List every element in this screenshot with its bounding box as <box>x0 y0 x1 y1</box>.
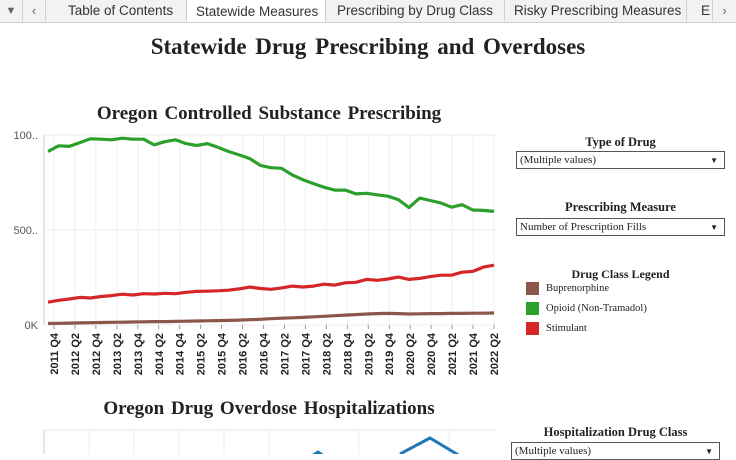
prescribing-measure-value: Number of Prescription Fills <box>520 221 647 233</box>
x-tick-label: 2022 Q2 <box>489 333 501 375</box>
x-tick-label: 2020 Q4 <box>426 332 438 375</box>
chart1-title: Oregon Controlled Substance Prescribing <box>96 103 442 124</box>
x-tick-label: 2017 Q2 <box>279 333 291 375</box>
caret-down-icon: ▼ <box>705 447 713 456</box>
legend-swatch <box>526 322 539 335</box>
series-line-buprenorphine <box>47 311 495 326</box>
series-line-stimulant <box>47 263 495 304</box>
y-tick-label: 0K <box>25 320 39 332</box>
y-tick-label: 500.. <box>14 225 38 237</box>
legend-label: Buprenorphine <box>546 283 609 294</box>
series-line-partial <box>399 436 460 454</box>
type-of-drug-dropdown[interactable]: (Multiple values) ▼ <box>516 151 725 169</box>
chevron-right-icon: › <box>722 3 727 18</box>
x-tick-label: 2021 Q4 <box>468 332 480 375</box>
legend-label: Stimulant <box>546 323 587 334</box>
tab-menu-button[interactable]: ▼ <box>0 0 23 21</box>
chevron-down-icon: ▼ <box>5 4 17 17</box>
x-tick-label: 2016 Q2 <box>238 333 250 375</box>
tab-bar: ▼ ‹ Table of Contents Statewide Measures… <box>0 0 736 23</box>
hospitalization-drug-class-label: Hospitalization Drug Class <box>543 425 688 439</box>
x-tick-label: 2017 Q4 <box>300 332 312 375</box>
x-tick-label: 2014 Q2 <box>154 333 166 375</box>
series-line-opioid-non-tramadol <box>47 136 495 213</box>
legend-swatch <box>526 282 539 295</box>
legend-item-opioid[interactable]: Opioid (Non-Tramadol) <box>526 302 647 315</box>
legend-item-stimulant[interactable]: Stimulant <box>526 322 587 335</box>
tab-risky-prescribing-measures[interactable]: Risky Prescribing Measures <box>505 0 687 21</box>
x-tick-label: 2018 Q4 <box>342 332 354 375</box>
prescribing-measure-dropdown[interactable]: Number of Prescription Fills ▼ <box>516 218 725 236</box>
x-tick-label: 2011 Q4 <box>49 332 61 374</box>
x-tick-label: 2014 Q4 <box>175 332 187 375</box>
hospitalization-drug-class-dropdown[interactable]: (Multiple values) ▼ <box>511 442 720 460</box>
x-tick-label: 2019 Q4 <box>384 332 396 375</box>
hospitalization-drug-class-value: (Multiple values) <box>515 445 592 457</box>
x-tick-label: 2021 Q2 <box>447 333 459 375</box>
chevron-left-icon: ‹ <box>31 3 37 18</box>
tab-statewide-measures[interactable]: Statewide Measures <box>187 0 326 22</box>
tab-table-of-contents[interactable]: Table of Contents <box>59 0 187 21</box>
caret-down-icon: ▼ <box>710 156 718 165</box>
legend-item-buprenorphine[interactable]: Buprenorphine <box>526 282 609 295</box>
x-tick-label: 2015 Q2 <box>196 333 208 375</box>
legend-swatch <box>526 302 539 315</box>
chart2-title: Oregon Drug Overdose Hospitalizations <box>103 398 435 419</box>
prescribing-line-chart: 100.. 500.. 0K 2011 Q4 2012 Q2 2012 Q4 2013 Q… <box>14 130 501 375</box>
y-tick-label: 100.. <box>14 130 38 142</box>
x-tick-label: 2012 Q4 <box>91 332 103 375</box>
x-tick-label: 2012 Q2 <box>70 333 82 375</box>
x-tick-label: 2016 Q4 <box>259 332 271 375</box>
tab-prescribing-by-drug-class[interactable]: Prescribing by Drug Class <box>328 0 505 21</box>
x-tick-label: 2018 Q2 <box>321 333 333 375</box>
tab-prev-button[interactable]: ‹ <box>23 0 46 21</box>
x-tick-label: 2013 Q2 <box>112 333 124 375</box>
caret-down-icon: ▼ <box>710 223 718 232</box>
x-tick-label: 2019 Q2 <box>363 333 375 375</box>
type-of-drug-value: (Multiple values) <box>520 154 597 166</box>
type-of-drug-label: Type of Drug <box>585 135 656 149</box>
page-title: Statewide Drug Prescribing and Overdoses <box>150 34 586 59</box>
legend-title: Drug Class Legend <box>571 267 670 281</box>
series-line-partial <box>312 450 324 454</box>
tab-next-button[interactable]: › <box>712 0 736 21</box>
x-tick-label: 2013 Q4 <box>133 332 145 375</box>
prescribing-measure-label: Prescribing Measure <box>565 200 676 214</box>
x-tick-label: 2020 Q2 <box>405 333 417 375</box>
x-tick-label: 2015 Q4 <box>217 332 229 375</box>
hospitalizations-line-chart <box>43 429 496 454</box>
legend-label: Opioid (Non-Tramadol) <box>546 303 647 314</box>
